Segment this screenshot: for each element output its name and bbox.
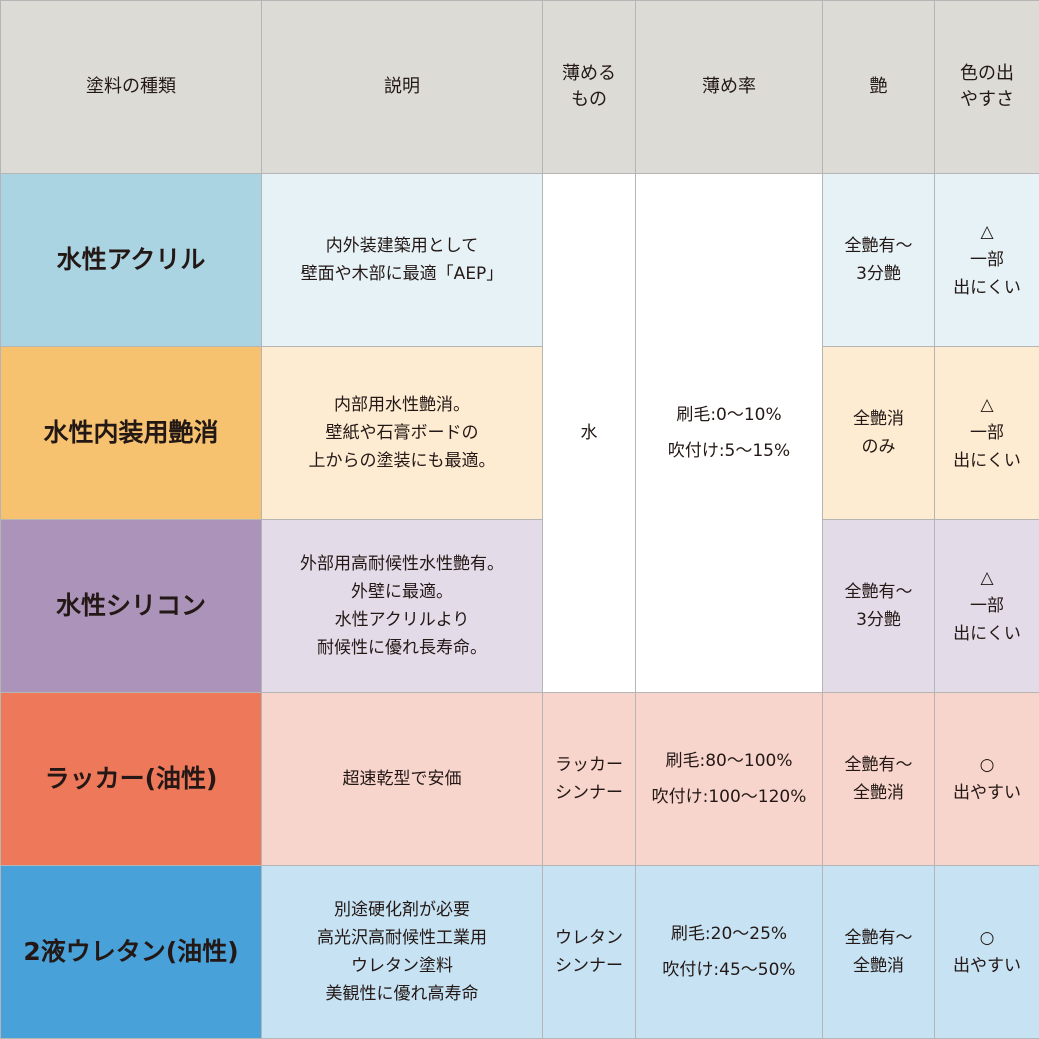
thinner-merged: 水 (542, 173, 636, 693)
description: 外部用高耐候性水性艶有。 外壁に最適。 水性アクリルより 耐候性に優れ長寿命。 (261, 519, 543, 693)
table-row: 水性アクリル 内外装建築用として 壁面や木部に最適「AEP」 水 刷毛:0〜10… (0, 173, 1039, 693)
description: 超速乾型で安価 (261, 692, 543, 866)
color-ease: ○ 出やすい (934, 692, 1039, 866)
header-thinner: 薄める もの (542, 0, 636, 174)
table-row: ラッカー(油性) 超速乾型で安価 ラッカー シンナー 刷毛:80〜100% 吹付… (0, 692, 1039, 866)
color-ease: △ 一部 出にくい (934, 346, 1039, 520)
header-ratio: 薄め率 (635, 0, 823, 174)
header-color-ease: 色の出 やすさ (934, 0, 1039, 174)
description: 内外装建築用として 壁面や木部に最適「AEP」 (261, 173, 543, 347)
paint-name: 2液ウレタン(油性) (0, 865, 262, 1039)
gloss: 全艶有〜 3分艶 (822, 173, 935, 347)
table-row: 水性内装用艶消 内部用水性艶消。 壁紙や石膏ボードの 上からの塗装にも最適。 全… (0, 346, 1039, 520)
color-ease: △ 一部 出にくい (934, 173, 1039, 347)
paint-name: ラッカー(油性) (0, 692, 262, 866)
gloss: 全艶有〜 全艶消 (822, 865, 935, 1039)
thinner: ウレタン シンナー (542, 865, 636, 1039)
color-ease: ○ 出やすい (934, 865, 1039, 1039)
description: 別途硬化剤が必要 高光沢高耐候性工業用 ウレタン塗料 美観性に優れ高寿命 (261, 865, 543, 1039)
table-row: 水性シリコン 外部用高耐候性水性艶有。 外壁に最適。 水性アクリルより 耐候性に… (0, 519, 1039, 693)
gloss: 全艶消 のみ (822, 346, 935, 520)
header-row: 塗料の種類 説明 薄める もの 薄め率 艶 色の出 やすさ (0, 0, 1039, 174)
paint-name: 水性アクリル (0, 173, 262, 347)
header-gloss: 艶 (822, 0, 935, 174)
gloss: 全艶有〜 3分艶 (822, 519, 935, 693)
table-row: 2液ウレタン(油性) 別途硬化剤が必要 高光沢高耐候性工業用 ウレタン塗料 美観… (0, 865, 1039, 1039)
color-ease: △ 一部 出にくい (934, 519, 1039, 693)
ratio: 刷毛:80〜100% 吹付け:100〜120% (635, 692, 823, 866)
description: 内部用水性艶消。 壁紙や石膏ボードの 上からの塗装にも最適。 (261, 346, 543, 520)
header-type: 塗料の種類 (0, 0, 262, 174)
ratio: 刷毛:20〜25% 吹付け:45〜50% (635, 865, 823, 1039)
paint-name: 水性シリコン (0, 519, 262, 693)
gloss: 全艶有〜 全艶消 (822, 692, 935, 866)
ratio-merged: 刷毛:0〜10% 吹付け:5〜15% (635, 173, 823, 693)
paint-name: 水性内装用艶消 (0, 346, 262, 520)
header-description: 説明 (261, 0, 543, 174)
thinner: ラッカー シンナー (542, 692, 636, 866)
